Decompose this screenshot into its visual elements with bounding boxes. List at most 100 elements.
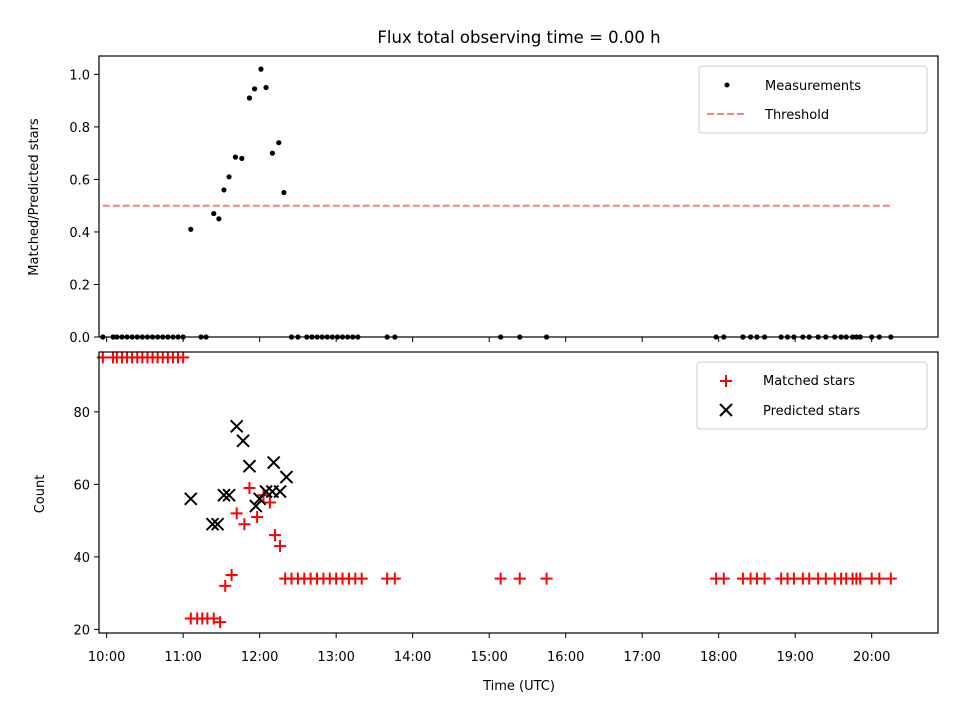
predicted-star-point	[184, 492, 198, 506]
matched-star-point	[854, 572, 867, 585]
ratio-y-axis-label: Matched/Predicted stars	[27, 118, 42, 276]
x-tick-label: 13:00	[317, 650, 354, 665]
matched-star-point	[513, 572, 526, 585]
matched-star-point	[219, 579, 232, 592]
measurement-point	[188, 226, 194, 232]
measurement-point	[216, 216, 222, 222]
count-legend: Matched stars Predicted stars	[696, 361, 928, 430]
measurement-point	[221, 187, 227, 193]
plot-frame	[98, 55, 939, 338]
measurement-point	[226, 174, 232, 180]
x-tick-label: 20:00	[853, 650, 890, 665]
measurement-point	[263, 84, 269, 91]
measurement-point	[232, 154, 239, 160]
predicted-star-point	[259, 484, 273, 499]
matched-star-point	[717, 572, 730, 585]
predicted-star-stroke	[242, 459, 257, 473]
matched-star-point	[251, 510, 264, 523]
y-tick-label: 40	[73, 551, 90, 566]
predicted-star-stroke	[259, 484, 273, 499]
predicted-star-stroke	[279, 470, 294, 484]
measurement-point	[211, 210, 217, 217]
x-tick-label: 15:00	[470, 650, 507, 665]
predicted-star-point	[210, 517, 225, 531]
predicted-star-stroke	[273, 484, 287, 499]
legend-measurements-marker	[724, 82, 730, 88]
measurement-point	[246, 95, 253, 101]
predicted-star-stroke	[236, 434, 250, 448]
x-tick-label: 10:00	[88, 650, 125, 665]
matched-star-point	[540, 572, 553, 585]
x-tick-label: 16:00	[547, 650, 584, 665]
count-plot: 10:00 11:00 12:00 13:00 14:00 15:00 16:00 17:00…	[73, 351, 939, 665]
predicted-star-point	[205, 517, 220, 531]
predicted-star-stroke	[266, 455, 281, 470]
x-tick-label: 18:00	[700, 650, 737, 665]
legend-matched-label: Matched stars	[763, 374, 855, 389]
matched-star-point	[225, 568, 238, 581]
legend-predicted-label: Predicted stars	[763, 404, 860, 419]
predicted-star-point	[236, 434, 250, 448]
ratio-legend: Measurements Threshold	[698, 65, 928, 134]
predicted-star-stroke	[230, 419, 244, 434]
ratio-plot: 0.0 0.2 0.4 0.6 0.8 1.0	[69, 55, 939, 346]
measurement-point	[269, 150, 276, 156]
measurement-point	[276, 140, 282, 146]
predicted-star-point	[230, 419, 244, 434]
predicted-star-point	[279, 470, 294, 484]
x-tick-label: 12:00	[241, 650, 278, 665]
y-tick-label: 1.0	[69, 68, 90, 83]
predicted-star-stroke	[249, 499, 263, 513]
y-tick-label: 0.2	[69, 278, 90, 293]
x-tick-label: 11:00	[164, 650, 201, 665]
count-legend-box	[696, 361, 928, 430]
measurement-point	[251, 86, 258, 92]
plot-frame	[98, 351, 939, 634]
predicted-star-stroke	[222, 488, 236, 502]
x-tick-label: 19:00	[776, 650, 813, 665]
matched-star-point	[758, 572, 771, 585]
predicted-star-point	[249, 499, 263, 513]
matched-star-point	[884, 572, 897, 585]
matched-star-point	[238, 518, 251, 531]
predicted-star-point	[242, 459, 257, 473]
matched-star-point	[355, 572, 368, 585]
legend-matched-marker	[720, 375, 732, 387]
x-tick-label: 17:00	[623, 650, 660, 665]
matched-star-point	[207, 612, 220, 625]
matched-star-point	[263, 496, 276, 509]
matched-star-point	[274, 539, 287, 552]
chart-title: Flux total observing time = 0.00 h	[377, 28, 660, 47]
measurement-point	[258, 66, 264, 72]
measurement-point	[239, 155, 245, 162]
y-tick-label: 0.0	[69, 331, 90, 346]
predicted-star-point	[273, 484, 287, 499]
y-tick-label: 80	[73, 406, 90, 421]
y-tick-label: 0.4	[69, 226, 90, 241]
predicted-star-point	[222, 488, 236, 502]
count-y-axis-label: Count	[33, 475, 48, 514]
legend-threshold-label: Threshold	[764, 108, 829, 123]
legend-measurements-label: Measurements	[765, 79, 861, 94]
x-tick-label: 14:00	[394, 650, 431, 665]
matched-star-point	[268, 529, 281, 542]
matched-star-point	[230, 507, 243, 520]
matched-star-point	[873, 572, 886, 585]
x-axis-label: Time (UTC)	[482, 679, 555, 694]
measurement-point	[281, 189, 287, 196]
ratio-legend-box	[698, 65, 928, 134]
matched-star-point	[214, 616, 227, 629]
matched-star-point	[494, 572, 507, 585]
matched-star-point	[177, 351, 190, 364]
y-tick-label: 0.6	[69, 173, 90, 188]
predicted-star-stroke	[210, 517, 225, 531]
y-tick-label: 0.8	[69, 121, 90, 136]
matched-star-point	[388, 572, 401, 585]
matched-star-point	[243, 481, 256, 494]
predicted-star-point	[266, 455, 281, 470]
predicted-star-point	[217, 488, 231, 502]
legend-predicted-marker	[719, 403, 733, 417]
y-tick-label: 20	[73, 623, 90, 638]
predicted-star-stroke	[205, 517, 220, 531]
